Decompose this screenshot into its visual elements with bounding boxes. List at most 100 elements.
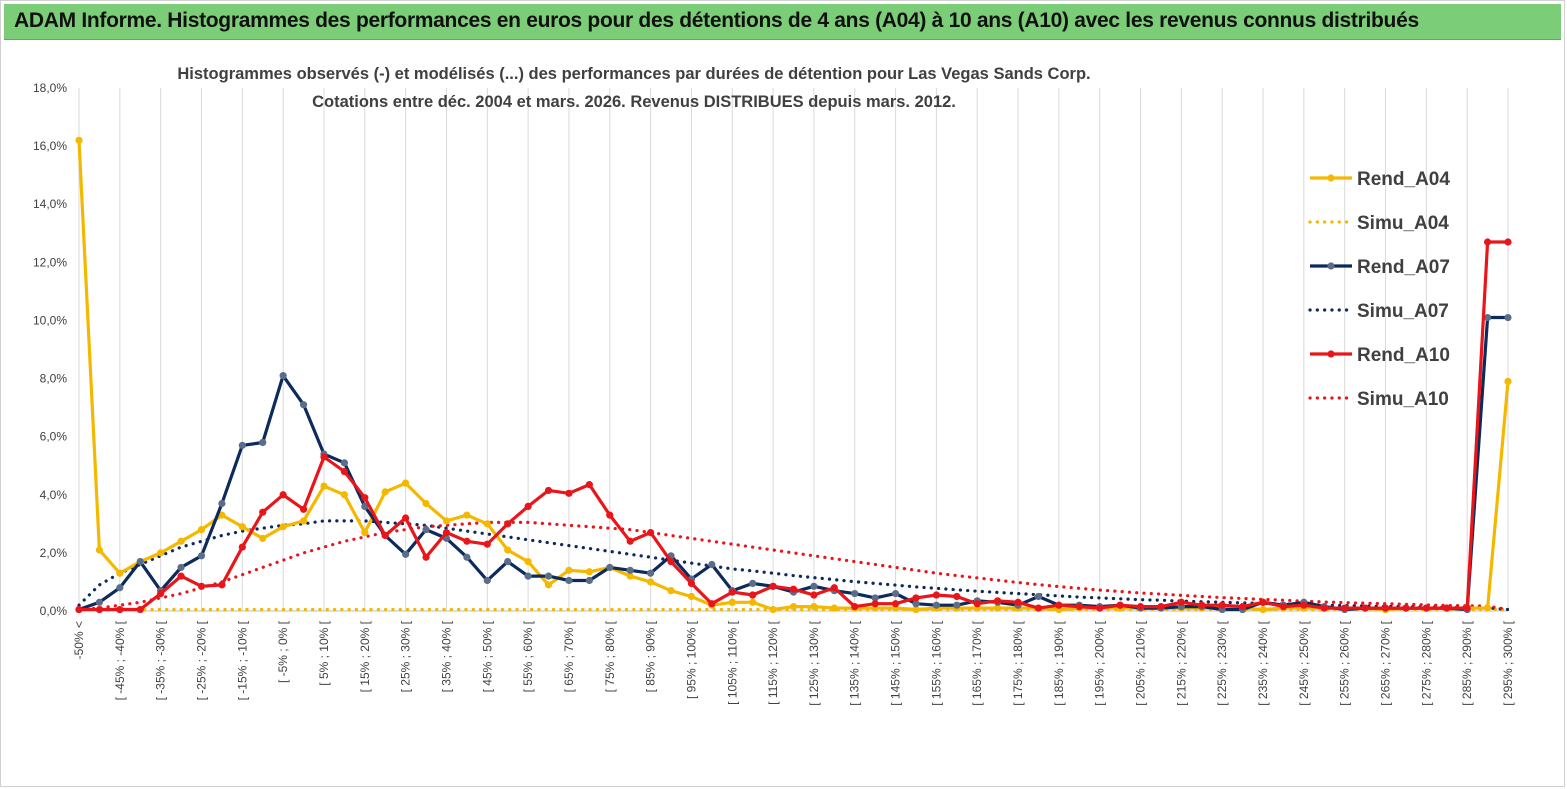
data-point xyxy=(218,511,226,519)
x-tick-label: [ 25% ; 30% [ xyxy=(399,620,413,692)
data-point xyxy=(789,585,798,593)
x-tick-label: [ 245% ; 250% [ xyxy=(1297,620,1311,705)
y-tick-label: 18,0% xyxy=(33,81,67,95)
legend-label: Simu_A07 xyxy=(1357,301,1449,322)
data-point xyxy=(1483,604,1492,612)
data-point xyxy=(1259,598,1267,606)
data-point xyxy=(422,553,430,561)
data-point xyxy=(442,517,451,525)
data-point xyxy=(136,558,144,566)
data-point xyxy=(524,502,532,510)
y-tick-label: 16,0% xyxy=(33,139,67,153)
x-tick-label: [ 285% ; 290% [ xyxy=(1460,620,1474,705)
data-point xyxy=(1443,604,1451,612)
data-point xyxy=(157,549,165,557)
data-point xyxy=(810,591,818,599)
legend-entry: Simu_A07 xyxy=(1308,301,1449,322)
data-point xyxy=(544,581,553,589)
data-point xyxy=(340,467,348,476)
data-point xyxy=(177,537,185,545)
data-point xyxy=(381,488,389,496)
series-Simu_A10 xyxy=(77,520,1510,612)
data-point xyxy=(197,552,206,560)
data-point xyxy=(953,592,961,601)
x-tick-label: [ 125% ; 130% [ xyxy=(807,620,821,705)
x-tick-label: [ -25% ; -20% [ xyxy=(194,620,208,700)
data-point xyxy=(1381,604,1390,612)
legend-label: Simu_A10 xyxy=(1357,389,1449,410)
legend-label: Rend_A10 xyxy=(1357,345,1450,366)
x-tick-label: [ 35% ; 40% [ xyxy=(439,620,453,692)
data-point xyxy=(565,566,573,574)
x-tick-label: [ 265% ; 270% [ xyxy=(1379,620,1393,705)
title-banner: ADAM Informe. Histogrammes des performan… xyxy=(4,4,1561,40)
data-point xyxy=(1034,592,1043,601)
data-point xyxy=(626,566,634,574)
series-line xyxy=(78,315,1508,612)
y-axis: 0,0% 2,0% 4,0% 6,0% 8,0% 10,0% 12,0% 14,0% 16,0%… xyxy=(33,81,67,618)
banner-title: ADAM Informe. Histogrammes des performan… xyxy=(14,9,1419,32)
data-point xyxy=(749,579,757,587)
y-tick-label: 6,0% xyxy=(40,430,68,444)
x-tick-label: [ 295% ; 300% [ xyxy=(1501,620,1515,705)
data-point xyxy=(320,453,328,461)
data-point xyxy=(1483,238,1492,246)
data-point xyxy=(381,531,389,540)
data-point xyxy=(75,605,83,614)
data-point xyxy=(157,589,165,598)
legend-entry: Rend_A04 xyxy=(1310,169,1450,190)
x-tick-label: [ 85% ; 90% [ xyxy=(644,620,658,692)
series-Simu_A07 xyxy=(77,519,1510,612)
data-point xyxy=(402,550,410,558)
data-point xyxy=(299,517,308,525)
series-Rend_A04 xyxy=(75,136,1512,614)
data-point xyxy=(1341,604,1349,612)
series-Rend_A10 xyxy=(75,238,1512,614)
y-tick-label: 14,0% xyxy=(33,197,67,211)
data-point xyxy=(1259,605,1267,614)
x-tick-label: [ 65% ; 70% [ xyxy=(562,620,576,692)
x-tick-label: [ 95% ; 100% [ xyxy=(684,620,698,699)
x-tick-label: [ 5% ; 10% [ xyxy=(317,620,331,685)
data-point xyxy=(749,598,757,606)
x-tick-label: [ 145% ; 150% [ xyxy=(889,620,903,705)
data-point xyxy=(238,543,246,551)
data-point xyxy=(1320,604,1328,612)
grid-lines xyxy=(78,88,1509,612)
data-point xyxy=(197,526,206,534)
data-point xyxy=(218,581,226,589)
legend-marker xyxy=(1327,262,1335,270)
legend-entry: Simu_A10 xyxy=(1308,389,1449,410)
data-point xyxy=(810,582,818,590)
legend-label: Rend_A04 xyxy=(1357,169,1450,190)
y-tick-label: 0,0% xyxy=(40,604,68,618)
x-tick-label: [ 225% ; 230% [ xyxy=(1215,620,1229,705)
data-point xyxy=(504,520,512,528)
data-point xyxy=(708,560,716,569)
data-point xyxy=(606,563,614,572)
data-point xyxy=(299,401,308,409)
series-line xyxy=(79,240,1508,612)
x-tick-label: [ 175% ; 180% [ xyxy=(1011,620,1025,705)
y-tick-label: 8,0% xyxy=(40,372,68,386)
data-point xyxy=(340,459,348,467)
data-point xyxy=(340,491,348,499)
data-point xyxy=(422,499,430,508)
data-point xyxy=(728,588,736,596)
x-tick-label: [ 55% ; 60% [ xyxy=(521,620,535,692)
data-point xyxy=(483,520,491,528)
data-point xyxy=(402,514,410,522)
data-point xyxy=(422,526,430,534)
data-point xyxy=(1096,604,1104,612)
data-point xyxy=(75,136,83,144)
data-point xyxy=(504,558,512,566)
data-point xyxy=(95,546,104,554)
data-point xyxy=(136,605,144,614)
data-point xyxy=(687,579,696,587)
data-point xyxy=(994,604,1002,612)
data-point xyxy=(1239,603,1247,611)
x-tick-label: [ 75% ; 80% [ xyxy=(603,620,617,692)
data-point xyxy=(851,589,859,598)
legend-marker xyxy=(1327,174,1335,182)
